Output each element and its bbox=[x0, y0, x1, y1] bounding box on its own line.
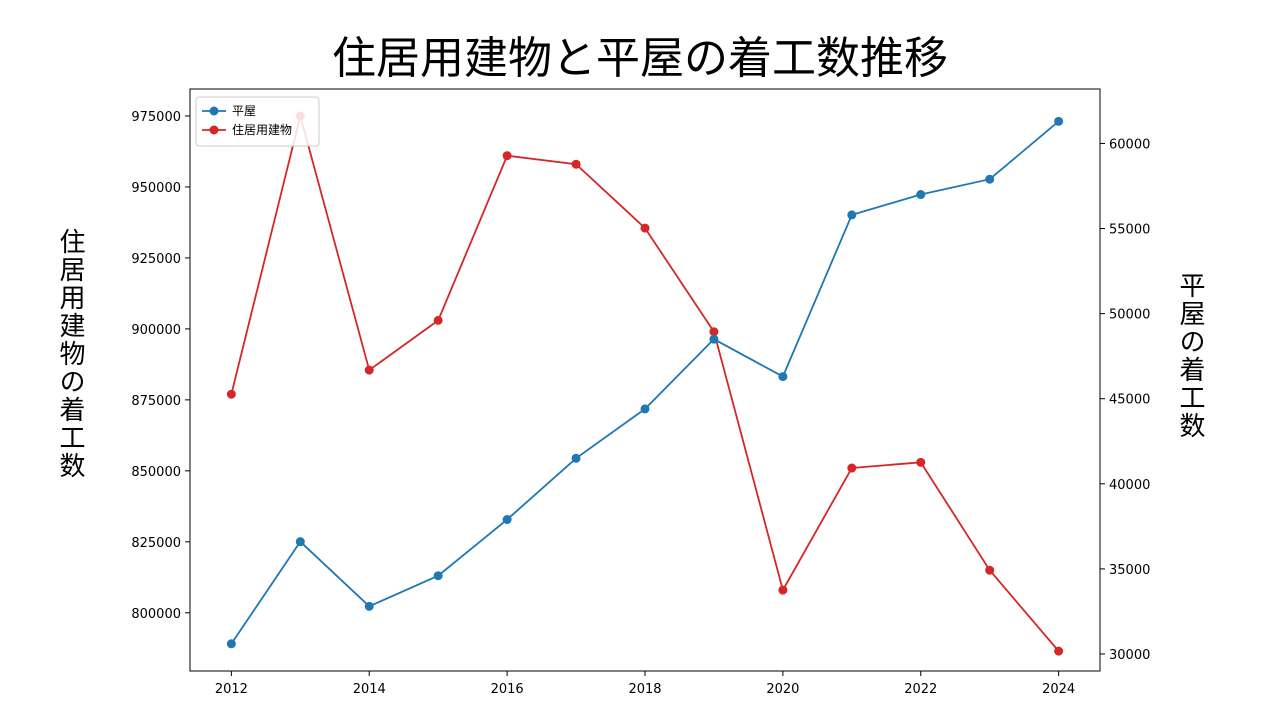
data-point-one-story bbox=[226, 639, 236, 649]
y-right-tick-label: 35000 bbox=[1109, 563, 1150, 578]
data-point-residential bbox=[1054, 646, 1064, 656]
data-point-one-story bbox=[778, 372, 788, 382]
x-tick-label: 2014 bbox=[353, 682, 386, 697]
data-point-one-story bbox=[502, 515, 512, 525]
series-layer bbox=[226, 111, 1064, 656]
x-tick-label: 2018 bbox=[628, 682, 661, 697]
data-point-residential bbox=[640, 223, 650, 233]
x-tick-label: 2020 bbox=[766, 682, 799, 697]
y-left-tick-label: 900000 bbox=[131, 323, 181, 338]
data-point-one-story bbox=[433, 571, 443, 581]
data-point-residential bbox=[709, 327, 719, 337]
y-left-tick-label: 850000 bbox=[131, 465, 181, 480]
y-left-tick-label: 825000 bbox=[131, 536, 181, 551]
y-right-tick-label: 55000 bbox=[1109, 223, 1150, 238]
y-right-tick-label: 30000 bbox=[1109, 648, 1150, 663]
y-axis-right-label: 平屋の着工数 bbox=[1175, 272, 1205, 440]
chart-title: 住居用建物と平屋の着工数推移 bbox=[332, 33, 948, 84]
y-left-tick-label: 800000 bbox=[131, 607, 181, 622]
y-left-tick-label: 950000 bbox=[131, 181, 181, 196]
plot-frame bbox=[189, 88, 1101, 672]
axes-layer: 2012 2014 2016 2018 2020 2022 2024 800000 825000… bbox=[131, 110, 1150, 697]
y-right-tick-label: 40000 bbox=[1109, 478, 1150, 493]
y-right-tick-label: 50000 bbox=[1109, 308, 1150, 323]
data-point-residential bbox=[502, 151, 512, 161]
data-point-one-story bbox=[640, 404, 650, 414]
legend-box bbox=[195, 96, 320, 147]
series-line-residential bbox=[230, 112, 1060, 652]
legend-label-one-story: 平屋 bbox=[232, 104, 256, 118]
data-point-one-story bbox=[571, 453, 581, 463]
data-point-residential bbox=[433, 315, 443, 325]
data-point-residential bbox=[571, 159, 581, 169]
data-point-residential bbox=[916, 457, 926, 467]
data-point-one-story bbox=[364, 601, 374, 611]
y-axis-left-label: 住居用建物の着工数 bbox=[55, 228, 85, 480]
series-line-one-story bbox=[230, 120, 1060, 645]
legend-marker-one-story bbox=[209, 106, 219, 116]
data-point-one-story bbox=[847, 210, 857, 220]
data-point-one-story bbox=[985, 174, 995, 184]
x-tick-label: 2022 bbox=[904, 682, 937, 697]
data-point-residential bbox=[778, 585, 788, 595]
legend-marker-residential bbox=[209, 125, 219, 135]
y-left-tick-label: 875000 bbox=[131, 394, 181, 409]
data-point-one-story bbox=[709, 334, 719, 344]
y-left-tick-label: 975000 bbox=[131, 110, 181, 125]
y-right-tick-label: 45000 bbox=[1109, 393, 1150, 408]
data-point-one-story bbox=[295, 537, 305, 547]
y-right-tick-label: 60000 bbox=[1109, 137, 1150, 152]
data-point-residential bbox=[985, 565, 995, 575]
legend-label-residential: 住居用建物 bbox=[232, 123, 292, 137]
x-tick-label: 2012 bbox=[215, 682, 248, 697]
data-point-one-story bbox=[1054, 116, 1064, 126]
data-point-residential bbox=[847, 463, 857, 473]
x-tick-label: 2016 bbox=[491, 682, 524, 697]
data-point-residential bbox=[226, 389, 236, 399]
data-point-residential bbox=[364, 365, 374, 375]
data-point-one-story bbox=[916, 190, 926, 200]
x-tick-label: 2024 bbox=[1042, 682, 1075, 697]
y-left-tick-label: 925000 bbox=[131, 252, 181, 267]
